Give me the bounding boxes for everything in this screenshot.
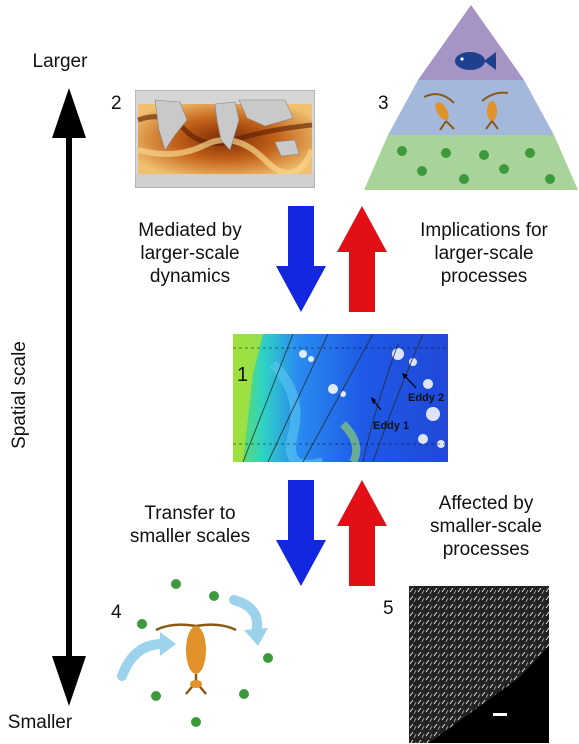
scale-bar [493, 713, 507, 716]
panel-2-number: 2 [111, 93, 122, 114]
arrow-label-mediated: Mediated by larger-scale dynamics [138, 220, 242, 287]
copepod-icon [481, 91, 509, 130]
panel-4-number: 4 [111, 602, 122, 623]
pyramid-middle-tier [388, 80, 554, 135]
panel-2-global-map [135, 90, 315, 188]
arrow-up-red-upper [337, 206, 387, 312]
axis-bottom-label: Smaller [7, 712, 73, 733]
continent-africa [214, 101, 240, 151]
panel-3-trophic-pyramid [364, 5, 578, 190]
copepod-icon [423, 93, 455, 131]
arrow-up-red-lower [337, 480, 387, 586]
pyramid-top-tier [418, 5, 524, 80]
fish-icon [455, 52, 496, 70]
flow-arrow-icon [117, 632, 176, 681]
panel-3-number: 3 [378, 93, 389, 114]
arrow-label-transfer: Transfer to smaller scales [129, 503, 251, 547]
panel-5-microscopy [409, 586, 549, 743]
axis-arrowhead-up-icon [52, 88, 86, 138]
panel-5-number: 5 [383, 598, 394, 619]
copepod-icon [155, 623, 237, 695]
phytoplankton-icon [397, 146, 555, 184]
eddy-1-label: Eddy 1 [373, 420, 410, 432]
pyramid-bottom-tier [364, 135, 578, 190]
eddy-2-pointer [404, 375, 417, 389]
panel-1-number: 1 [237, 364, 249, 386]
axis-side-label: Spatial scale [9, 341, 30, 449]
arrow-label-affected: Affected by smaller-scale processes [430, 493, 542, 560]
panel-1-eddy-map: 1 Eddy 1 Eddy 2 [233, 334, 448, 462]
phytoplankton-icon [137, 579, 273, 727]
continent-australia [274, 139, 300, 157]
arrow-down-blue-upper [276, 206, 326, 312]
continent-asia [238, 99, 294, 127]
panel-4-copepod-flow [117, 579, 273, 727]
continent-americas [154, 99, 188, 151]
flow-arrow-icon [229, 595, 268, 646]
eddy-2-label: Eddy 2 [408, 392, 445, 404]
axis-top-label: Larger [32, 51, 88, 72]
arrow-down-blue-lower [276, 480, 326, 586]
arrow-label-implications: Implications for larger-scale processes [420, 220, 548, 287]
axis-arrowhead-down-icon [52, 656, 86, 706]
